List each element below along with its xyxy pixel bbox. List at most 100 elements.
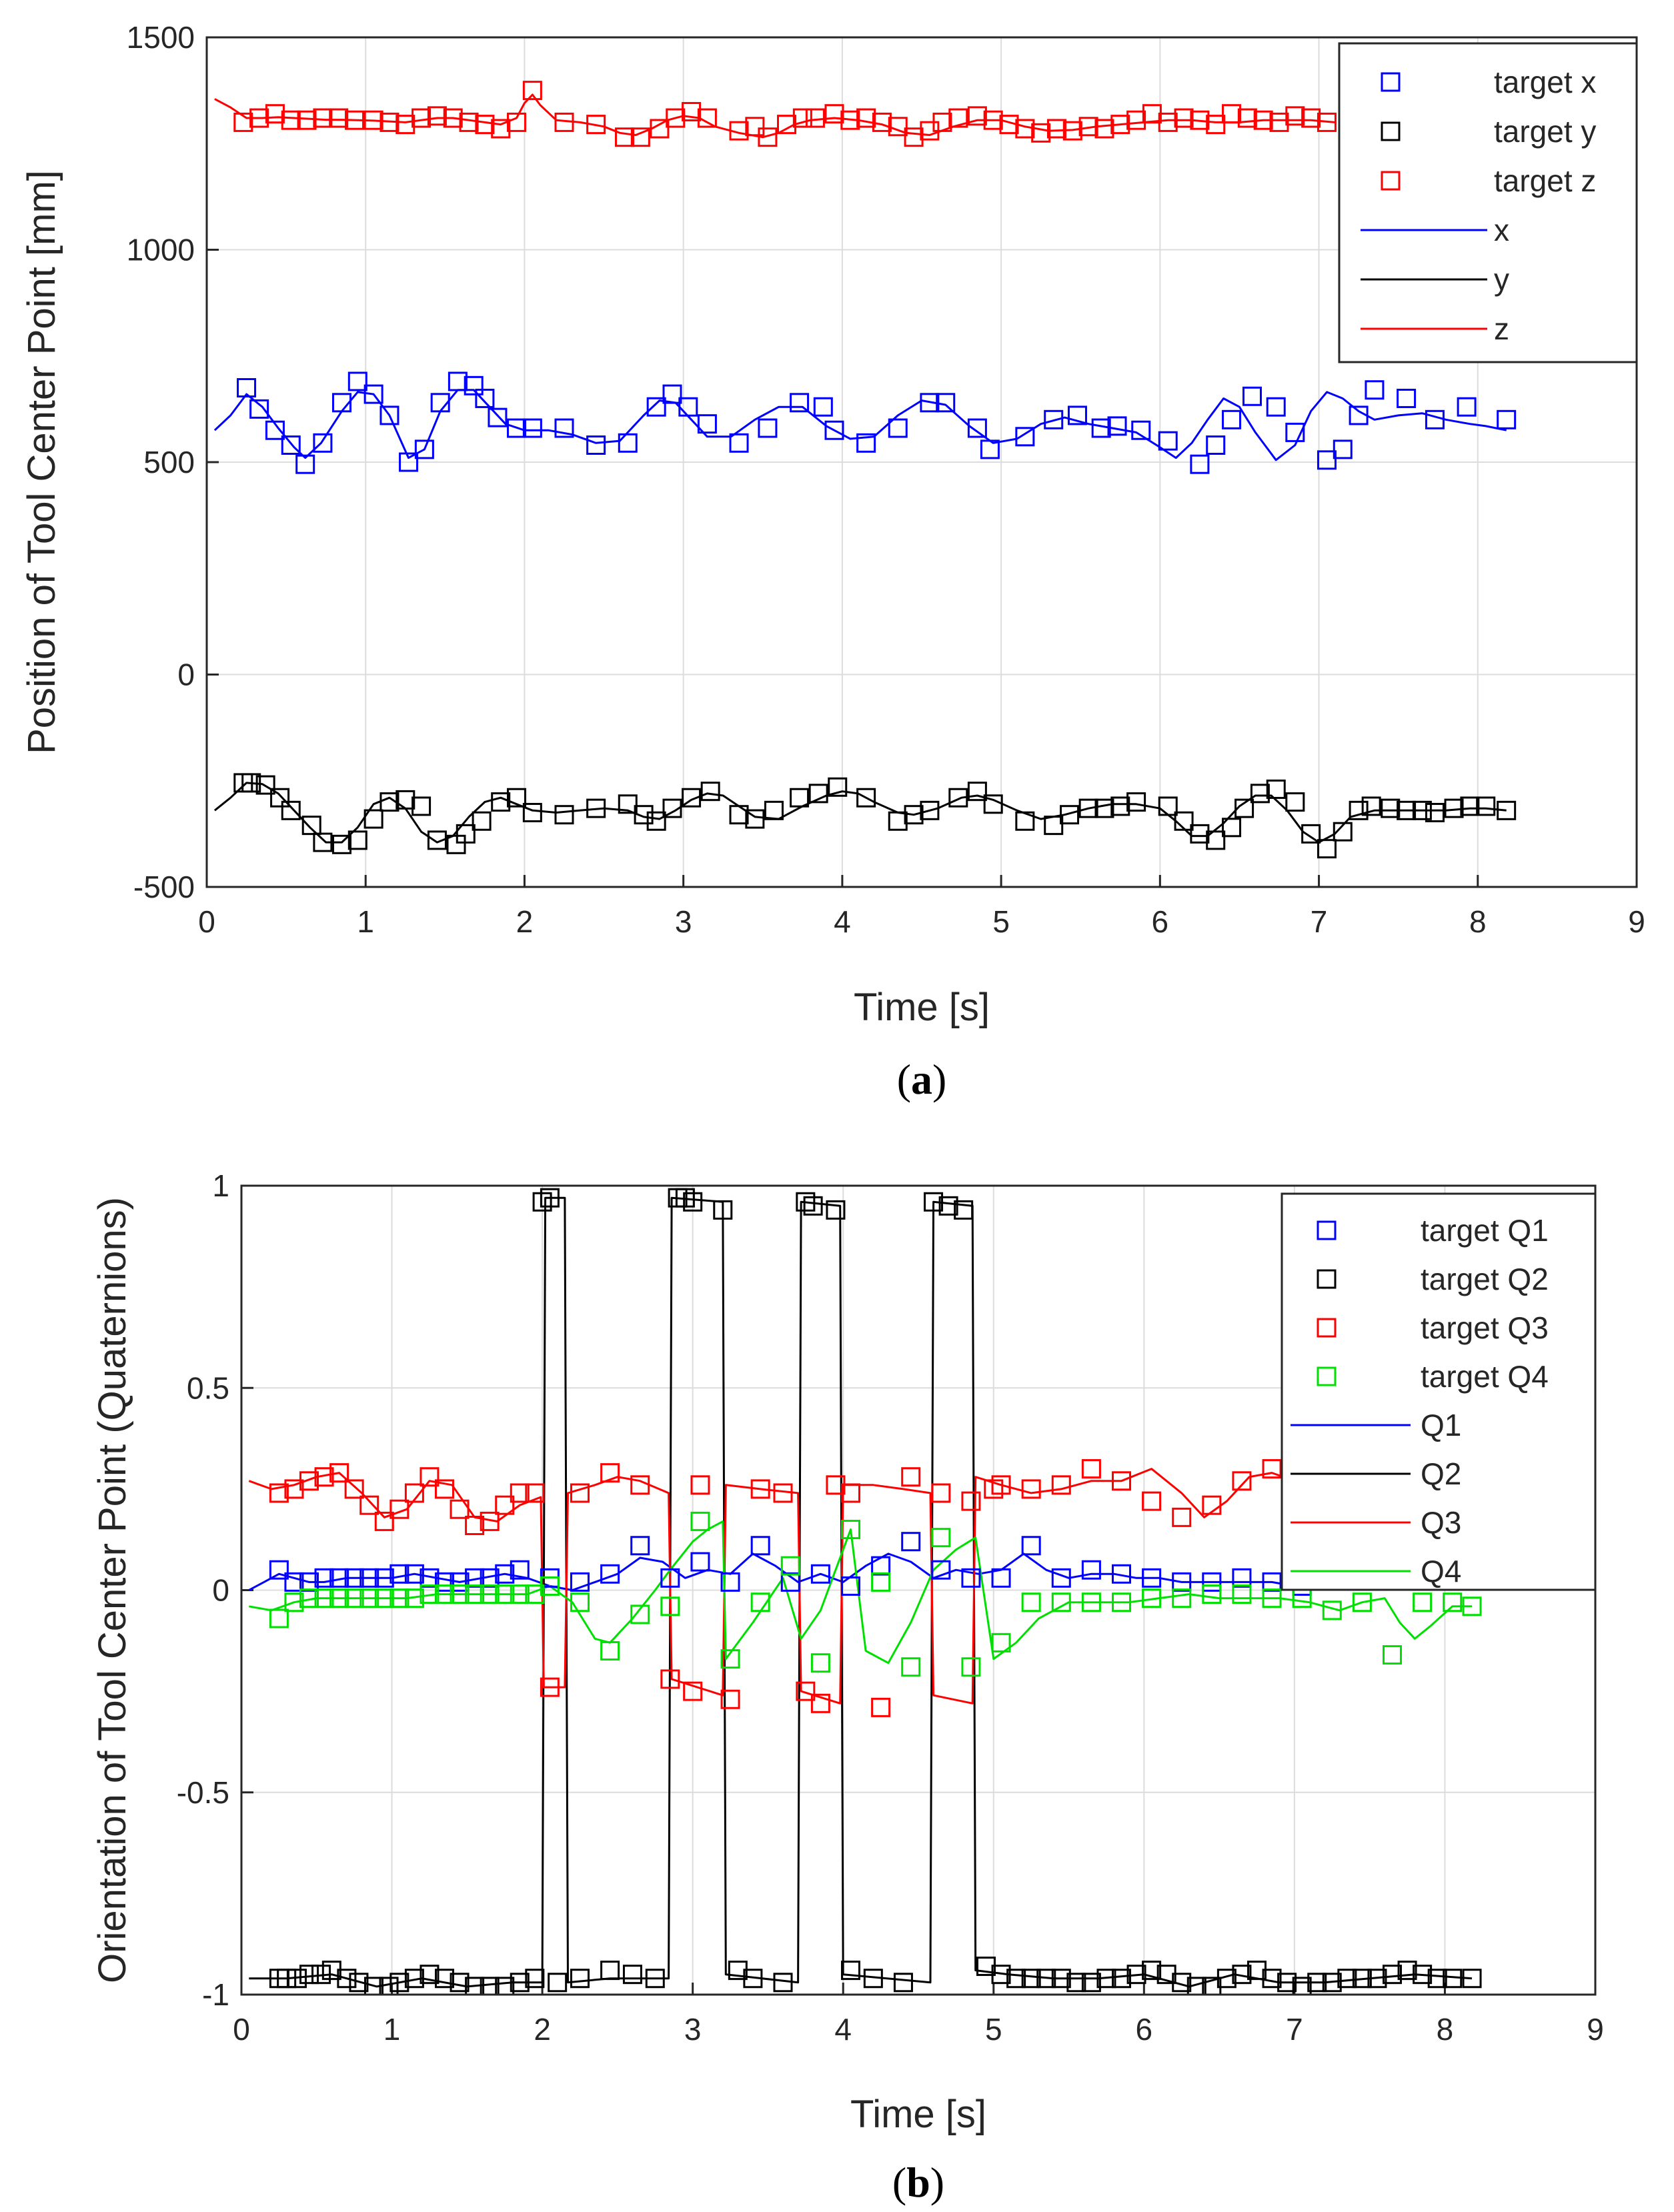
marker-target-z: [1078, 117, 1098, 137]
marker-target-Q2: [1216, 1969, 1236, 1989]
marker-target-z: [1158, 112, 1178, 132]
marker-target-Q2: [277, 1969, 297, 1989]
marker-target-x: [448, 371, 468, 391]
legend-marker: [1317, 1318, 1337, 1338]
marker-target-y: [395, 790, 415, 810]
marker-target-Q2: [1292, 1977, 1312, 1995]
marker-target-x: [379, 405, 399, 425]
marker-target-z: [1285, 106, 1305, 126]
marker-target-z: [1222, 104, 1242, 124]
marker-target-Q1: [600, 1564, 620, 1584]
marker-target-Q4: [480, 1584, 500, 1604]
marker-target-Q1: [435, 1572, 454, 1592]
marker-target-x: [281, 435, 301, 455]
marker-target-Q3: [525, 1483, 545, 1503]
marker-target-x: [1190, 454, 1210, 474]
legend-label: Q2: [1421, 1456, 1461, 1491]
marker-target-Q3: [773, 1483, 793, 1503]
marker-target-Q4: [269, 1608, 289, 1628]
marker-target-Q4: [510, 1584, 530, 1604]
marker-target-Q1: [780, 1572, 800, 1592]
marker-target-Q1: [299, 1572, 319, 1592]
legend-label: target Q1: [1421, 1213, 1549, 1248]
marker-target-Q2: [1112, 1969, 1131, 1989]
marker-target-Q2: [1427, 1969, 1447, 1989]
marker-target-z: [904, 127, 924, 147]
x-tick-label: 0: [198, 904, 215, 939]
marker-target-Q4: [1021, 1592, 1041, 1612]
marker-target-x: [646, 397, 666, 417]
y-tick-label: 1000: [127, 233, 195, 267]
marker-target-Q2: [570, 1969, 590, 1989]
legend-label: target x: [1494, 65, 1596, 99]
marker-target-Q2: [389, 1973, 409, 1993]
marker-target-Q2: [1066, 1973, 1086, 1993]
marker-target-y: [808, 784, 828, 804]
x-tick-label: 7: [1311, 904, 1328, 939]
marker-target-x: [1425, 409, 1445, 429]
marker-target-x: [1317, 450, 1337, 470]
marker-target-y: [1015, 811, 1035, 831]
marker-target-z: [297, 110, 317, 130]
marker-target-Q2: [773, 1973, 793, 1993]
marker-target-Q3: [1202, 1495, 1222, 1515]
marker-target-x: [363, 384, 383, 404]
marker-target-z: [395, 115, 415, 135]
y-tick-label: 1500: [127, 20, 195, 55]
marker-target-Q2: [1142, 1961, 1162, 1981]
marker-target-Q1: [660, 1568, 680, 1588]
marker-target-y: [1361, 796, 1381, 816]
marker-target-Q2: [349, 1973, 369, 1993]
marker-target-x: [265, 420, 285, 440]
marker-target-y: [255, 775, 275, 795]
marker-target-y: [904, 805, 924, 825]
marker-target-x: [856, 433, 876, 453]
marker-target-x: [888, 418, 908, 438]
marker-target-x: [1497, 409, 1517, 429]
x-tick-label: 1: [357, 904, 374, 939]
marker-target-z: [1015, 119, 1035, 139]
marker-target-Q1: [931, 1560, 951, 1580]
marker-target-x: [980, 439, 1000, 459]
y-tick-label: 0.5: [187, 1370, 229, 1405]
x-tick-label: 4: [834, 2012, 852, 2047]
x-tick-label: 2: [534, 2012, 551, 2047]
marker-target-x: [1285, 422, 1305, 442]
x-tick-label: 6: [1136, 2012, 1153, 2047]
marker-target-y: [1349, 800, 1369, 820]
marker-target-x: [331, 393, 351, 413]
marker-target-Q2: [1232, 1965, 1252, 1985]
marker-target-Q4: [1462, 1596, 1482, 1616]
marker-target-Q3: [389, 1499, 409, 1519]
marker-target-x: [1158, 431, 1178, 451]
marker-target-Q1: [284, 1572, 304, 1592]
marker-target-Q4: [991, 1632, 1011, 1652]
marker-target-Q3: [420, 1467, 440, 1487]
marker-target-y: [1444, 798, 1464, 818]
marker-target-Q4: [630, 1604, 650, 1624]
marker-target-Q2: [404, 1969, 424, 1989]
marker-target-Q3: [901, 1467, 921, 1487]
legend-marker: [1381, 171, 1401, 191]
marker-target-z: [948, 108, 968, 128]
marker-target-Q3: [465, 1515, 485, 1535]
marker-target-Q1: [1262, 1572, 1282, 1592]
series-line-Q3: [248, 1468, 1295, 1705]
marker-target-Q4: [1172, 1588, 1192, 1608]
marker-target-z: [1126, 110, 1146, 130]
marker-target-Q1: [690, 1552, 710, 1572]
caption-letter: a: [911, 1056, 932, 1103]
marker-target-Q2: [1277, 1973, 1297, 1993]
marker-target-y: [700, 782, 720, 802]
marker-target-x: [1091, 418, 1111, 438]
marker-target-x: [967, 418, 987, 438]
marker-target-Q2: [548, 1973, 568, 1993]
marker-target-Q4: [344, 1588, 364, 1608]
marker-target-Q3: [1232, 1471, 1252, 1491]
marker-target-Q1: [480, 1568, 500, 1588]
marker-target-y: [983, 794, 1003, 814]
marker-target-Q3: [1172, 1507, 1192, 1527]
marker-target-z: [554, 112, 574, 132]
marker-target-z: [379, 112, 399, 132]
marker-target-y: [1126, 792, 1146, 812]
